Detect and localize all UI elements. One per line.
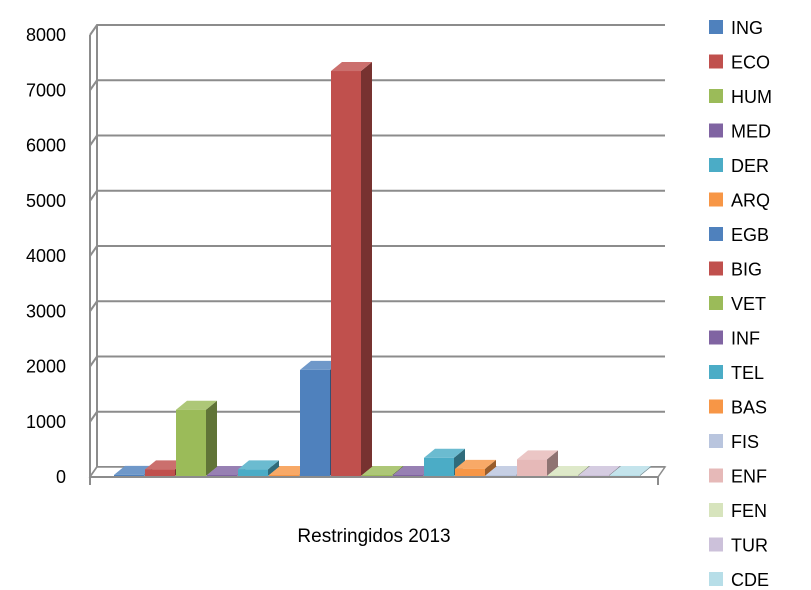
legend-item-cde: CDE: [709, 570, 769, 590]
gridline: [89, 355, 665, 368]
bar-tel: [424, 448, 465, 476]
gridline: [89, 410, 665, 423]
gridline: [89, 134, 665, 147]
legend-swatch: [709, 296, 723, 310]
legend-swatch: [709, 572, 723, 586]
legend-swatch: [709, 503, 723, 517]
gridlines: [89, 24, 665, 478]
legend-swatch: [709, 261, 723, 276]
bar-der: [238, 460, 279, 476]
legend-item-egb: EGB: [709, 225, 769, 245]
legend-label: HUM: [731, 87, 772, 107]
legend-swatch: [709, 468, 723, 483]
bar-bas: [455, 459, 496, 476]
x-axis-labels: Restringidos 2013: [297, 526, 450, 547]
bar-vet: [362, 466, 403, 476]
bar-big: [331, 62, 372, 476]
legend-label: TEL: [731, 363, 764, 383]
legend-item-eco: ECO: [709, 53, 770, 73]
legend-label: EGB: [731, 225, 769, 245]
bar-hum: [176, 400, 217, 476]
legend-item-der: DER: [709, 156, 769, 176]
legend-swatch: [709, 399, 723, 414]
legend-swatch: [709, 89, 723, 103]
legend-item-tel: TEL: [709, 363, 764, 383]
bar-cde: [610, 466, 651, 476]
bar-fen: [548, 466, 589, 476]
legend-swatch: [709, 123, 723, 138]
legend-item-med: MED: [709, 122, 771, 142]
legend-item-fen: FEN: [709, 501, 767, 521]
gridline: [89, 79, 665, 91]
y-tick-label: 6000: [26, 136, 66, 156]
legend-label: ING: [731, 18, 763, 38]
bar-enf: [517, 450, 558, 476]
y-tick-label: 0: [56, 467, 66, 487]
legend-label: DER: [731, 156, 769, 176]
legend-item-enf: ENF: [709, 467, 767, 487]
y-tick-label: 4000: [26, 246, 66, 266]
y-tick-label: 5000: [26, 191, 66, 211]
legend-swatch: [709, 192, 723, 207]
y-axis-tick-labels: 0 1000 2000 3000 4000 5000 6000 7000 8000: [26, 25, 66, 487]
legend-label: BAS: [731, 398, 767, 418]
legend-swatch: [709, 330, 723, 345]
legend-label: ECO: [731, 53, 770, 73]
legend-item-bas: BAS: [709, 398, 767, 418]
bars: [114, 62, 651, 476]
legend: ING ECO HUM MED DER ARQ EGB BIG VET INF TEL BAS FIS E…: [709, 18, 772, 590]
legend-swatch: [709, 158, 723, 172]
legend-label: MED: [731, 122, 771, 142]
legend-item-tur: TUR: [709, 536, 768, 556]
legend-label: ENF: [731, 467, 767, 487]
y-tick-label: 2000: [26, 357, 66, 377]
legend-swatch: [709, 365, 723, 379]
legend-swatch: [709, 227, 723, 241]
legend-item-big: BIG: [709, 260, 762, 280]
x-category-label: Restringidos 2013: [297, 526, 450, 547]
legend-label: FEN: [731, 501, 767, 521]
gridline: [89, 245, 665, 257]
legend-swatch: [709, 434, 723, 448]
legend-label: BIG: [731, 260, 762, 280]
bar-tur: [579, 466, 620, 476]
y-tick-label: 8000: [26, 25, 66, 45]
legend-item-inf: INF: [709, 329, 760, 349]
y-tick-label: 1000: [26, 412, 66, 432]
y-tick-label: 3000: [26, 301, 66, 321]
legend-label: FIS: [731, 432, 759, 452]
legend-swatch: [709, 20, 723, 34]
legend-label: CDE: [731, 570, 769, 590]
legend-label: INF: [731, 329, 760, 349]
legend-swatch: [709, 54, 723, 69]
legend-label: VET: [731, 294, 766, 314]
legend-label: ARQ: [731, 191, 770, 211]
legend-item-hum: HUM: [709, 87, 772, 107]
legend-item-ing: ING: [709, 18, 763, 38]
legend-label: TUR: [731, 536, 768, 556]
legend-item-vet: VET: [709, 294, 766, 314]
gridline: [89, 300, 665, 312]
legend-item-fis: FIS: [709, 432, 759, 452]
gridline: [89, 189, 665, 202]
legend-item-arq: ARQ: [709, 191, 770, 211]
gridline: [89, 24, 665, 36]
y-tick-label: 7000: [26, 80, 66, 100]
legend-swatch: [709, 537, 723, 552]
